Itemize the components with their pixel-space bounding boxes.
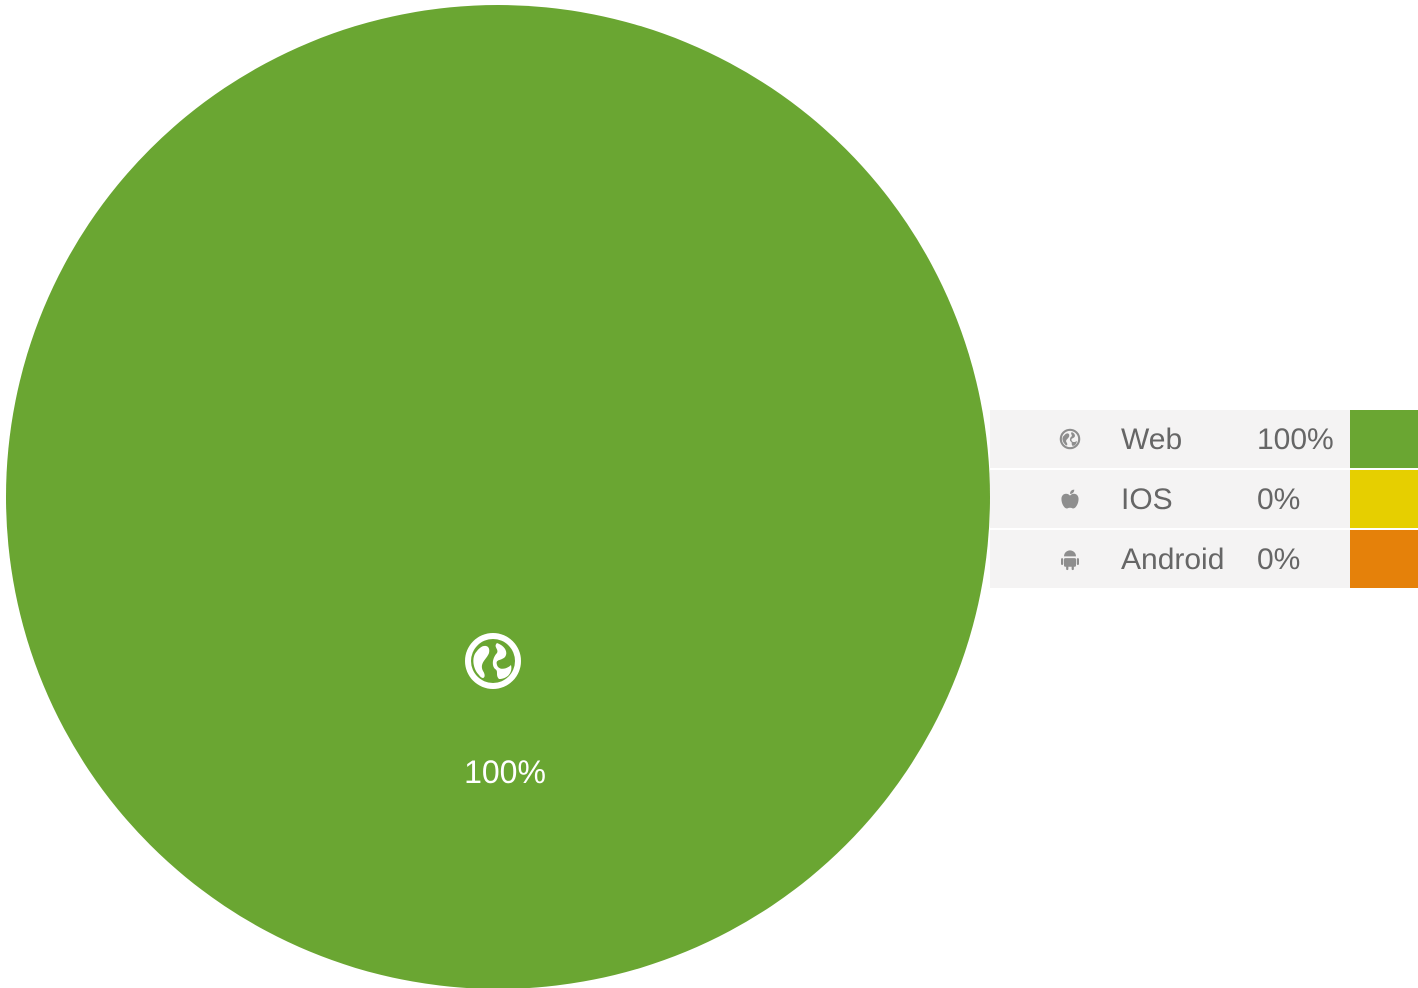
apple-icon <box>1061 489 1079 509</box>
legend-value-web: 100% <box>1257 423 1334 456</box>
globe-icon <box>1059 428 1081 450</box>
legend: Web 100% IOS 0% <box>990 410 1418 588</box>
legend-item-ios[interactable]: IOS 0% <box>990 470 1418 528</box>
legend-item-android[interactable]: Android 0% <box>990 530 1418 588</box>
android-icon <box>1061 550 1079 571</box>
legend-value-android: 0% <box>1257 543 1301 576</box>
legend-item-web[interactable]: Web 100% <box>990 410 1418 468</box>
pie-slice-web[interactable] <box>6 5 990 988</box>
legend-value-ios: 0% <box>1257 483 1301 516</box>
pie-slice-label: 100% <box>464 754 546 790</box>
legend-swatch-android <box>1350 530 1418 588</box>
legend-swatch-ios <box>1350 470 1418 528</box>
globe-icon <box>465 633 521 689</box>
legend-label-web: Web <box>1121 423 1183 456</box>
legend-swatch-web <box>1350 410 1418 468</box>
legend-label-android: Android <box>1121 543 1225 576</box>
legend-label-ios: IOS <box>1121 483 1173 516</box>
